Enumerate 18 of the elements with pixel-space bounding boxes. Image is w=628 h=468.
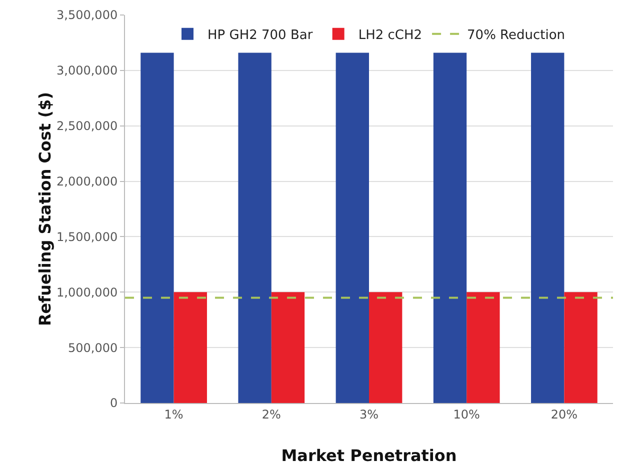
legend-label: HP GH2 700 Bar xyxy=(208,28,314,43)
y-tick-label: 0 xyxy=(110,396,118,410)
y-tick-label: 1,000,000 xyxy=(56,285,118,300)
y-axis-title: Refueling Station Cost ($) xyxy=(36,92,55,326)
x-tick-label: 3% xyxy=(359,407,379,422)
y-tick-label: 2,000,000 xyxy=(56,174,118,188)
x-tick-label: 10% xyxy=(453,407,480,422)
y-tick-label: 3,500,000 xyxy=(56,8,118,22)
y-tick-label: 2,500,000 xyxy=(56,119,118,134)
y-tick-label: 3,000,000 xyxy=(56,64,118,78)
y-tick-label: 500,000 xyxy=(68,340,118,355)
x-tick-label: 20% xyxy=(550,407,578,422)
x-tick-label: 1% xyxy=(164,407,184,422)
legend-label: 70% Reduction xyxy=(467,28,566,43)
y-tick-label: 1,500,000 xyxy=(56,230,118,244)
legend-label: LH2 cCH2 xyxy=(358,28,422,43)
x-axis-title: Market Penetration xyxy=(281,446,457,465)
x-tick-label: 2% xyxy=(262,407,281,422)
